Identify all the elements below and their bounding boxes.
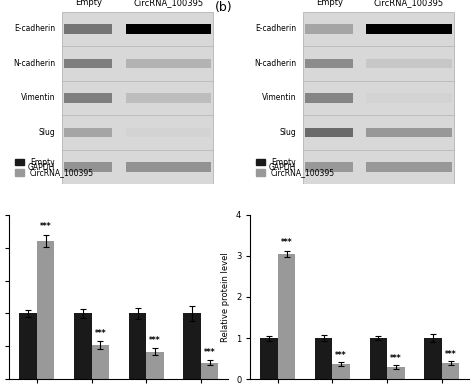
Text: GAPDH: GAPDH	[269, 163, 296, 171]
Bar	[366, 162, 452, 172]
Bar	[129, 313, 146, 379]
Text: ***: ***	[94, 329, 106, 338]
Bar	[260, 338, 278, 379]
Text: Slug: Slug	[39, 128, 55, 137]
Y-axis label: Relative protein level: Relative protein level	[221, 252, 230, 342]
Text: ***: ***	[336, 351, 347, 360]
Bar	[305, 162, 353, 172]
Text: CircRNA_100395: CircRNA_100395	[133, 0, 203, 7]
Bar	[37, 241, 55, 379]
Text: Vimentin: Vimentin	[21, 94, 55, 103]
Bar	[387, 367, 405, 379]
Text: ***: ***	[390, 354, 401, 363]
Bar	[64, 93, 112, 103]
Bar	[201, 363, 219, 379]
Bar	[64, 24, 112, 34]
Text: Vimentin: Vimentin	[262, 94, 296, 103]
Bar	[64, 162, 112, 172]
Bar	[126, 93, 211, 103]
Bar	[305, 24, 353, 34]
Bar	[126, 128, 211, 137]
Bar	[126, 58, 211, 68]
Text: CircRNA_100395: CircRNA_100395	[374, 0, 444, 7]
Text: Empty: Empty	[316, 0, 343, 7]
Bar	[74, 313, 91, 379]
Text: Slug: Slug	[280, 128, 296, 137]
Bar	[64, 58, 112, 68]
Text: ***: ***	[281, 238, 292, 247]
Bar	[366, 128, 452, 137]
Bar	[146, 352, 164, 379]
Bar	[305, 58, 353, 68]
Bar	[64, 128, 112, 137]
Text: ***: ***	[149, 336, 161, 345]
Text: ***: ***	[40, 221, 52, 231]
Legend: Empty, CircRNA_100395: Empty, CircRNA_100395	[13, 156, 96, 179]
Text: Empty: Empty	[75, 0, 102, 7]
Bar	[370, 338, 387, 379]
Bar	[315, 338, 332, 379]
Bar	[366, 93, 452, 103]
Bar	[442, 363, 459, 379]
Text: ***: ***	[445, 350, 456, 359]
Bar	[19, 313, 37, 379]
Legend: Empty, CircRNA_100395: Empty, CircRNA_100395	[254, 156, 337, 179]
Bar	[366, 58, 452, 68]
Text: N-cadherin: N-cadherin	[13, 59, 55, 68]
Text: N-cadherin: N-cadherin	[254, 59, 296, 68]
Bar	[278, 254, 295, 379]
Bar	[62, 12, 213, 184]
Text: E-cadherin: E-cadherin	[255, 24, 296, 33]
Text: (b): (b)	[215, 1, 233, 14]
Text: E-cadherin: E-cadherin	[14, 24, 55, 33]
Bar	[91, 345, 109, 379]
Text: ***: ***	[204, 348, 216, 357]
Bar	[366, 24, 452, 34]
Bar	[126, 162, 211, 172]
Bar	[183, 313, 201, 379]
Bar	[332, 364, 350, 379]
Bar	[303, 12, 454, 184]
Bar	[424, 338, 442, 379]
Bar	[126, 24, 211, 34]
Bar	[305, 128, 353, 137]
Text: GAPDH: GAPDH	[28, 163, 55, 171]
Bar	[305, 93, 353, 103]
